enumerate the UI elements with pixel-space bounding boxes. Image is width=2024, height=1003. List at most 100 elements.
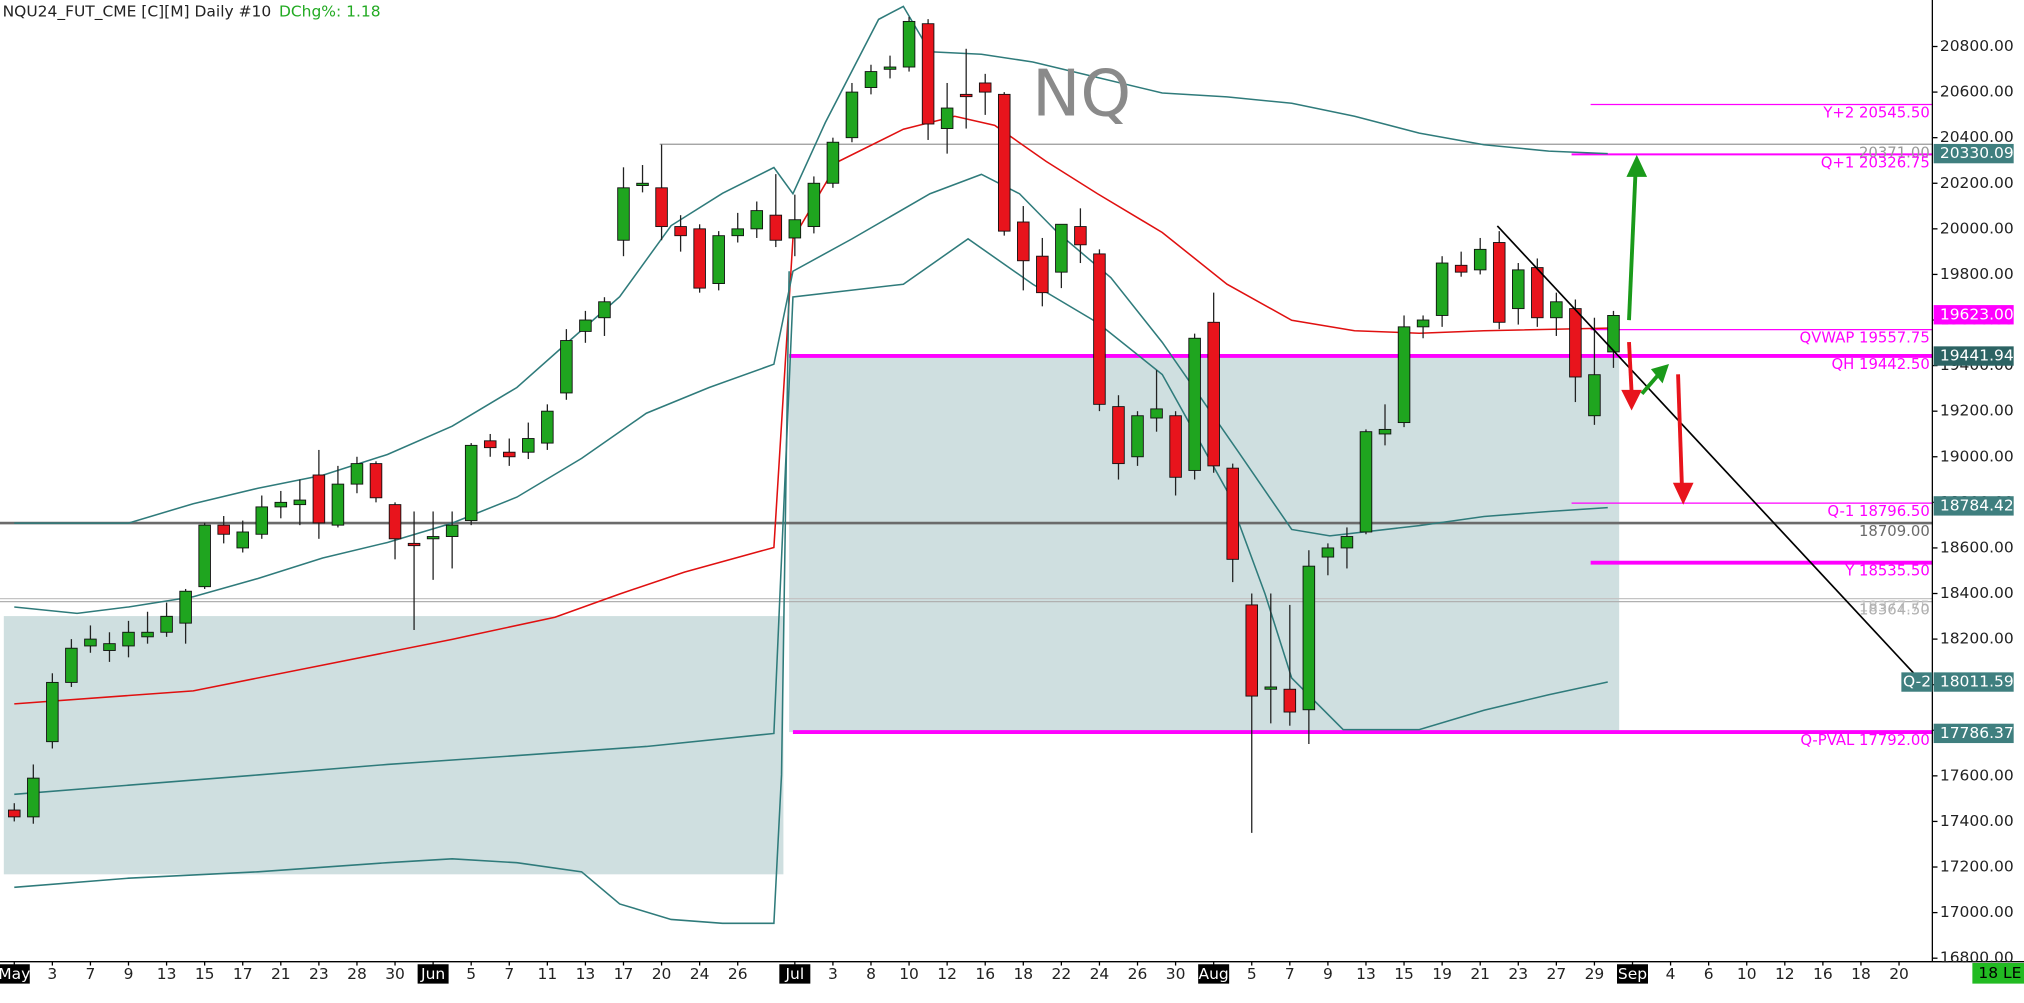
candle-body — [959, 93, 973, 98]
y-tick-label: 17000.00 — [1940, 903, 2014, 921]
x-tick-label: 13 — [1356, 965, 1376, 983]
x-tick-label: 10 — [1737, 965, 1757, 983]
x-tick-label: 8 — [866, 965, 876, 983]
candle-body — [1302, 565, 1316, 711]
price-marker — [1933, 305, 2014, 325]
candle-body — [1569, 308, 1582, 378]
candle-body — [1435, 262, 1449, 316]
x-tick-label: 20 — [1889, 965, 1909, 983]
daily-change: DChg%: 1.18 — [279, 2, 381, 20]
indicator-line — [14, 5, 1608, 524]
x-tick-label: 27 — [1547, 965, 1567, 983]
x-tick-label: 30 — [385, 965, 405, 983]
y-tick-label: 17600.00 — [1940, 766, 2014, 784]
x-tick-label: 13 — [157, 965, 177, 983]
y-tick-label: 18400.00 — [1940, 584, 2014, 602]
candle-body — [883, 66, 897, 70]
candle-body — [1607, 315, 1620, 353]
x-tick-label: 18 — [1013, 965, 1033, 983]
price-marker-label: 19623.00 — [1940, 305, 2014, 323]
x-tick-label: Jul — [784, 965, 804, 983]
price-marker-label: 18784.42 — [1940, 496, 2014, 514]
trend-line — [1496, 225, 1915, 675]
candle-body — [1473, 248, 1487, 271]
y-tick-label: 17400.00 — [1940, 812, 2014, 830]
y-tick-label: 20000.00 — [1940, 219, 2014, 237]
level-label: 18377.75 — [1859, 599, 1930, 616]
candle-body — [84, 638, 97, 647]
candle-body — [845, 91, 859, 139]
candle-body — [160, 615, 173, 633]
candle-body — [674, 226, 687, 237]
month-badge — [779, 964, 811, 984]
value-area — [3, 616, 784, 875]
x-tick-label: 19 — [1432, 965, 1452, 983]
candle-body — [1093, 253, 1106, 405]
candle-body — [407, 542, 421, 547]
x-tick-label: 7 — [86, 965, 96, 983]
price-marker-label: 18011.59 — [1940, 673, 2014, 691]
candle-body — [369, 463, 383, 499]
candle-body — [617, 187, 630, 241]
x-tick-label: 5 — [466, 965, 476, 983]
x-tick-label: Sep — [1618, 965, 1647, 983]
candle-body — [483, 440, 497, 449]
candle-body — [731, 228, 744, 237]
candle-body — [1036, 255, 1049, 294]
x-tick-label: 11 — [537, 965, 557, 983]
x-tick-label: 21 — [271, 965, 291, 983]
candle-body — [579, 319, 592, 332]
x-tick-label: May — [0, 965, 30, 983]
arrow-head — [1621, 389, 1642, 411]
x-tick-label: 26 — [1128, 965, 1148, 983]
level-label: 20371.00 — [1859, 144, 1930, 161]
candle-body — [807, 182, 821, 228]
candle-body — [921, 23, 935, 125]
candle-body — [331, 483, 345, 526]
candle-body — [1264, 686, 1278, 690]
title-line: NQU24_FUT_CME [C][M] Daily #10 DChg%: 1.1… — [3, 2, 381, 21]
candle-body — [902, 20, 916, 68]
candle-body — [1112, 406, 1125, 465]
watermark: NQ — [1032, 57, 1131, 132]
candle-body — [198, 524, 211, 588]
month-badge — [0, 964, 30, 984]
candle-body — [1226, 467, 1239, 560]
candle-body — [997, 93, 1011, 232]
level-label: Y 18535.50 — [1844, 563, 1930, 580]
candle-body — [274, 501, 288, 508]
candle-body — [1131, 415, 1144, 458]
candle-body — [179, 590, 192, 624]
marker-tag-box — [1901, 672, 1933, 692]
x-tick-label: 21 — [1470, 965, 1490, 983]
level-label: 18709.00 — [1859, 523, 1930, 540]
price-marker — [1933, 723, 2014, 744]
candle-body — [236, 531, 249, 549]
x-tick-label: 17 — [614, 965, 634, 983]
x-tick-label: 30 — [1166, 965, 1186, 983]
price-marker — [1933, 143, 2014, 164]
candle-body — [1188, 337, 1201, 471]
y-tick-label: 19200.00 — [1940, 402, 2014, 420]
candle-body — [141, 631, 154, 638]
price-marker — [1933, 496, 2014, 516]
candle-body — [27, 777, 40, 818]
candle-body — [122, 631, 135, 647]
candle-body — [1550, 301, 1563, 319]
candle-body — [255, 506, 269, 535]
candle-body — [826, 141, 840, 184]
level-label: QH 19442.50 — [1831, 356, 1929, 373]
x-tick-label: 17 — [233, 965, 253, 983]
candle-body — [46, 681, 59, 743]
candle-body — [1359, 431, 1373, 533]
candle-body — [103, 643, 116, 651]
arrow — [1640, 373, 1661, 395]
level-label: Y+2 20545.50 — [1822, 105, 1929, 122]
x-tick-label: 7 — [504, 965, 514, 983]
candle-body — [1531, 267, 1544, 319]
corner-label: 18 LE — [1978, 964, 2021, 982]
